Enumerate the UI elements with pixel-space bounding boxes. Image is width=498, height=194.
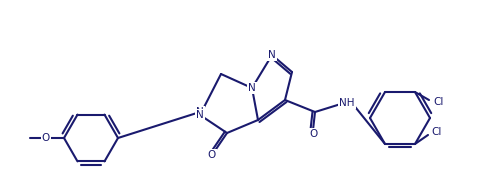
Text: N: N bbox=[268, 50, 276, 60]
Text: O: O bbox=[42, 133, 50, 143]
Text: N: N bbox=[248, 83, 256, 93]
Text: N: N bbox=[196, 107, 204, 117]
Text: O: O bbox=[208, 150, 216, 160]
Text: Cl: Cl bbox=[433, 97, 443, 107]
Text: Cl: Cl bbox=[431, 127, 441, 137]
Text: O: O bbox=[309, 129, 317, 139]
Text: NH: NH bbox=[339, 98, 355, 108]
Text: N: N bbox=[196, 110, 204, 120]
